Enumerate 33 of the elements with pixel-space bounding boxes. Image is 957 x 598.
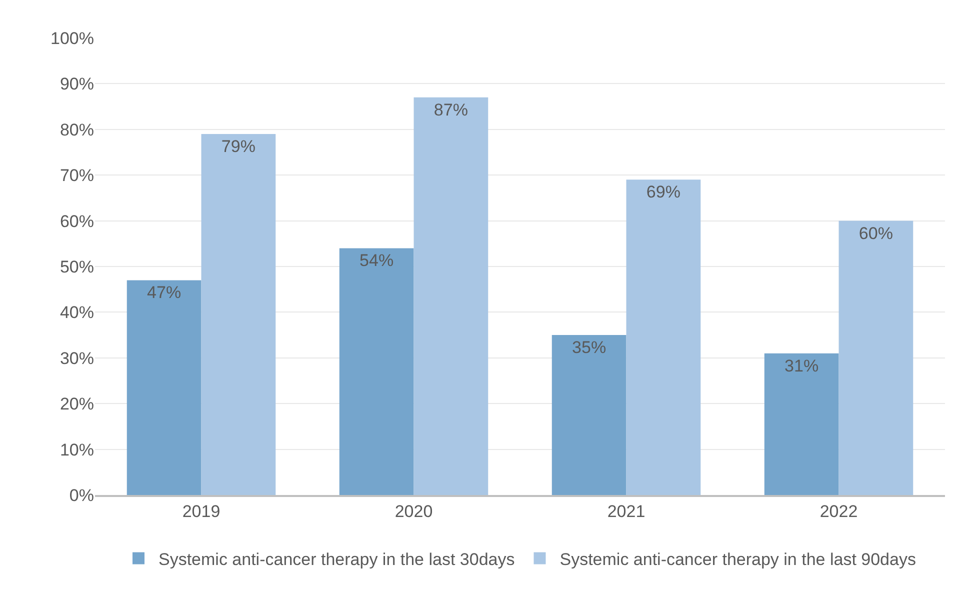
bar <box>126 280 202 495</box>
bar <box>339 248 414 495</box>
y-tick-label: 90% <box>60 74 94 94</box>
bar <box>414 97 488 495</box>
y-tick-label: 100% <box>50 28 94 48</box>
x-tick-label: 2020 <box>394 502 433 522</box>
data-label: 79% <box>221 136 256 156</box>
y-tick-label: 20% <box>60 394 94 414</box>
y-tick-label: 10% <box>60 440 94 460</box>
data-label: 87% <box>434 100 468 120</box>
x-tick-label: 2019 <box>182 502 220 522</box>
y-tick-label: 60% <box>60 212 94 231</box>
bar <box>838 220 914 495</box>
legend-label: Systemic anti-cancer therapy in the last 90days <box>560 550 916 569</box>
x-tick-label: 2022 <box>820 502 858 522</box>
y-tick-label: 40% <box>60 303 94 322</box>
data-label: 35% <box>572 338 606 358</box>
y-tick-label: 0% <box>69 486 94 505</box>
y-tick-label: 30% <box>60 348 94 368</box>
data-label: 60% <box>858 224 893 243</box>
y-tick-label: 50% <box>60 257 94 276</box>
bar <box>764 353 839 495</box>
x-tick-label: 2021 <box>607 502 646 522</box>
data-label: 47% <box>147 283 182 302</box>
data-label: 54% <box>360 251 394 270</box>
bar <box>552 335 626 495</box>
bar <box>201 134 276 495</box>
data-label: 31% <box>784 356 819 376</box>
bar <box>626 180 701 495</box>
y-tick-label: 70% <box>60 166 94 186</box>
data-label: 69% <box>646 182 680 202</box>
legend-label: Systemic anti-cancer therapy in the last 30days <box>158 550 515 569</box>
y-tick-label: 80% <box>60 120 94 140</box>
